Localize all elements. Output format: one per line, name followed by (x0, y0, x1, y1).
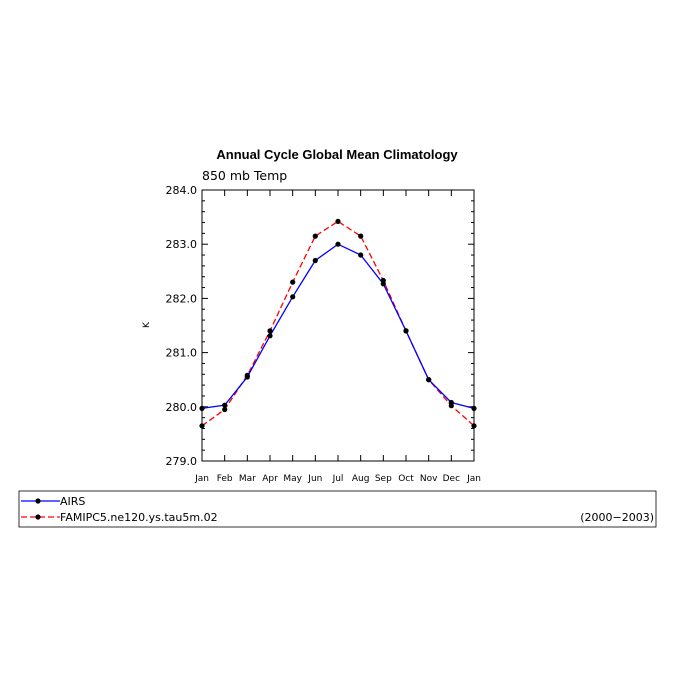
axis-ticks: 279.0 280.0 281.0 282.0 283.0 284.0 Jan Feb Mar A… (166, 184, 481, 484)
y-tick-label: 283.0 (166, 238, 198, 251)
legend: AIRS FAMIPC5.ne120.ys.tau5m.02 (2000−200… (18, 490, 657, 528)
chart-subtitle: 850 mb Temp (202, 168, 287, 183)
x-tick-label: Dec (443, 474, 460, 484)
series-line-1 (201, 220, 475, 427)
x-tick-label: Aug (352, 474, 370, 484)
series-0-point (312, 257, 318, 264)
series-0-point (335, 241, 341, 247)
chart-title: Annual Cycle Global Mean Climatology (216, 147, 458, 162)
series-1-point (312, 233, 318, 239)
x-tick-label: Nov (420, 474, 438, 484)
series-0-point (222, 402, 228, 408)
y-tick-label: 279.0 (166, 455, 198, 468)
series-1-point (290, 279, 296, 285)
series-1-point (267, 328, 273, 334)
series-1-point (380, 277, 386, 284)
y-tick-label: 282.0 (166, 292, 198, 305)
x-tick-label: Apr (262, 474, 278, 484)
series-0-point (267, 333, 273, 339)
series-0-point (290, 294, 296, 300)
x-tick-label: Sep (375, 474, 392, 484)
legend-label-airs: AIRS (60, 495, 85, 508)
x-tick-label: Feb (217, 474, 233, 484)
y-tick-label: 280.0 (166, 401, 198, 414)
series-0-point (358, 252, 364, 258)
y-axis-label: K (142, 321, 152, 328)
series-1-point (358, 233, 364, 239)
series-line-0 (201, 243, 475, 410)
legend-marker-airs (35, 498, 41, 504)
series-1-point (448, 403, 454, 409)
x-tick-label: Jun (307, 474, 322, 484)
legend-marker-famipc5 (35, 514, 41, 520)
legend-period: (2000−2003) (580, 511, 654, 524)
legend-label-famipc5: FAMIPC5.ne120.ys.tau5m.02 (60, 511, 218, 524)
series-1-point (403, 328, 409, 334)
x-tick-label: May (283, 474, 302, 484)
plot-frame (201, 189, 475, 462)
x-tick-label: Jul (332, 474, 344, 484)
series-1-point (222, 406, 228, 413)
x-tick-label: Mar (239, 474, 256, 484)
series-1-point (244, 372, 250, 378)
series-1-point (426, 377, 432, 383)
y-tick-label: 281.0 (166, 347, 198, 360)
y-tick-label: 284.0 (166, 184, 198, 197)
x-tick-label: Jan (466, 474, 481, 484)
x-tick-label: Jan (194, 474, 209, 484)
x-tick-label: Oct (398, 474, 414, 484)
legend-box (18, 490, 657, 528)
series-1-point (335, 218, 341, 224)
series-layer (199, 218, 477, 429)
